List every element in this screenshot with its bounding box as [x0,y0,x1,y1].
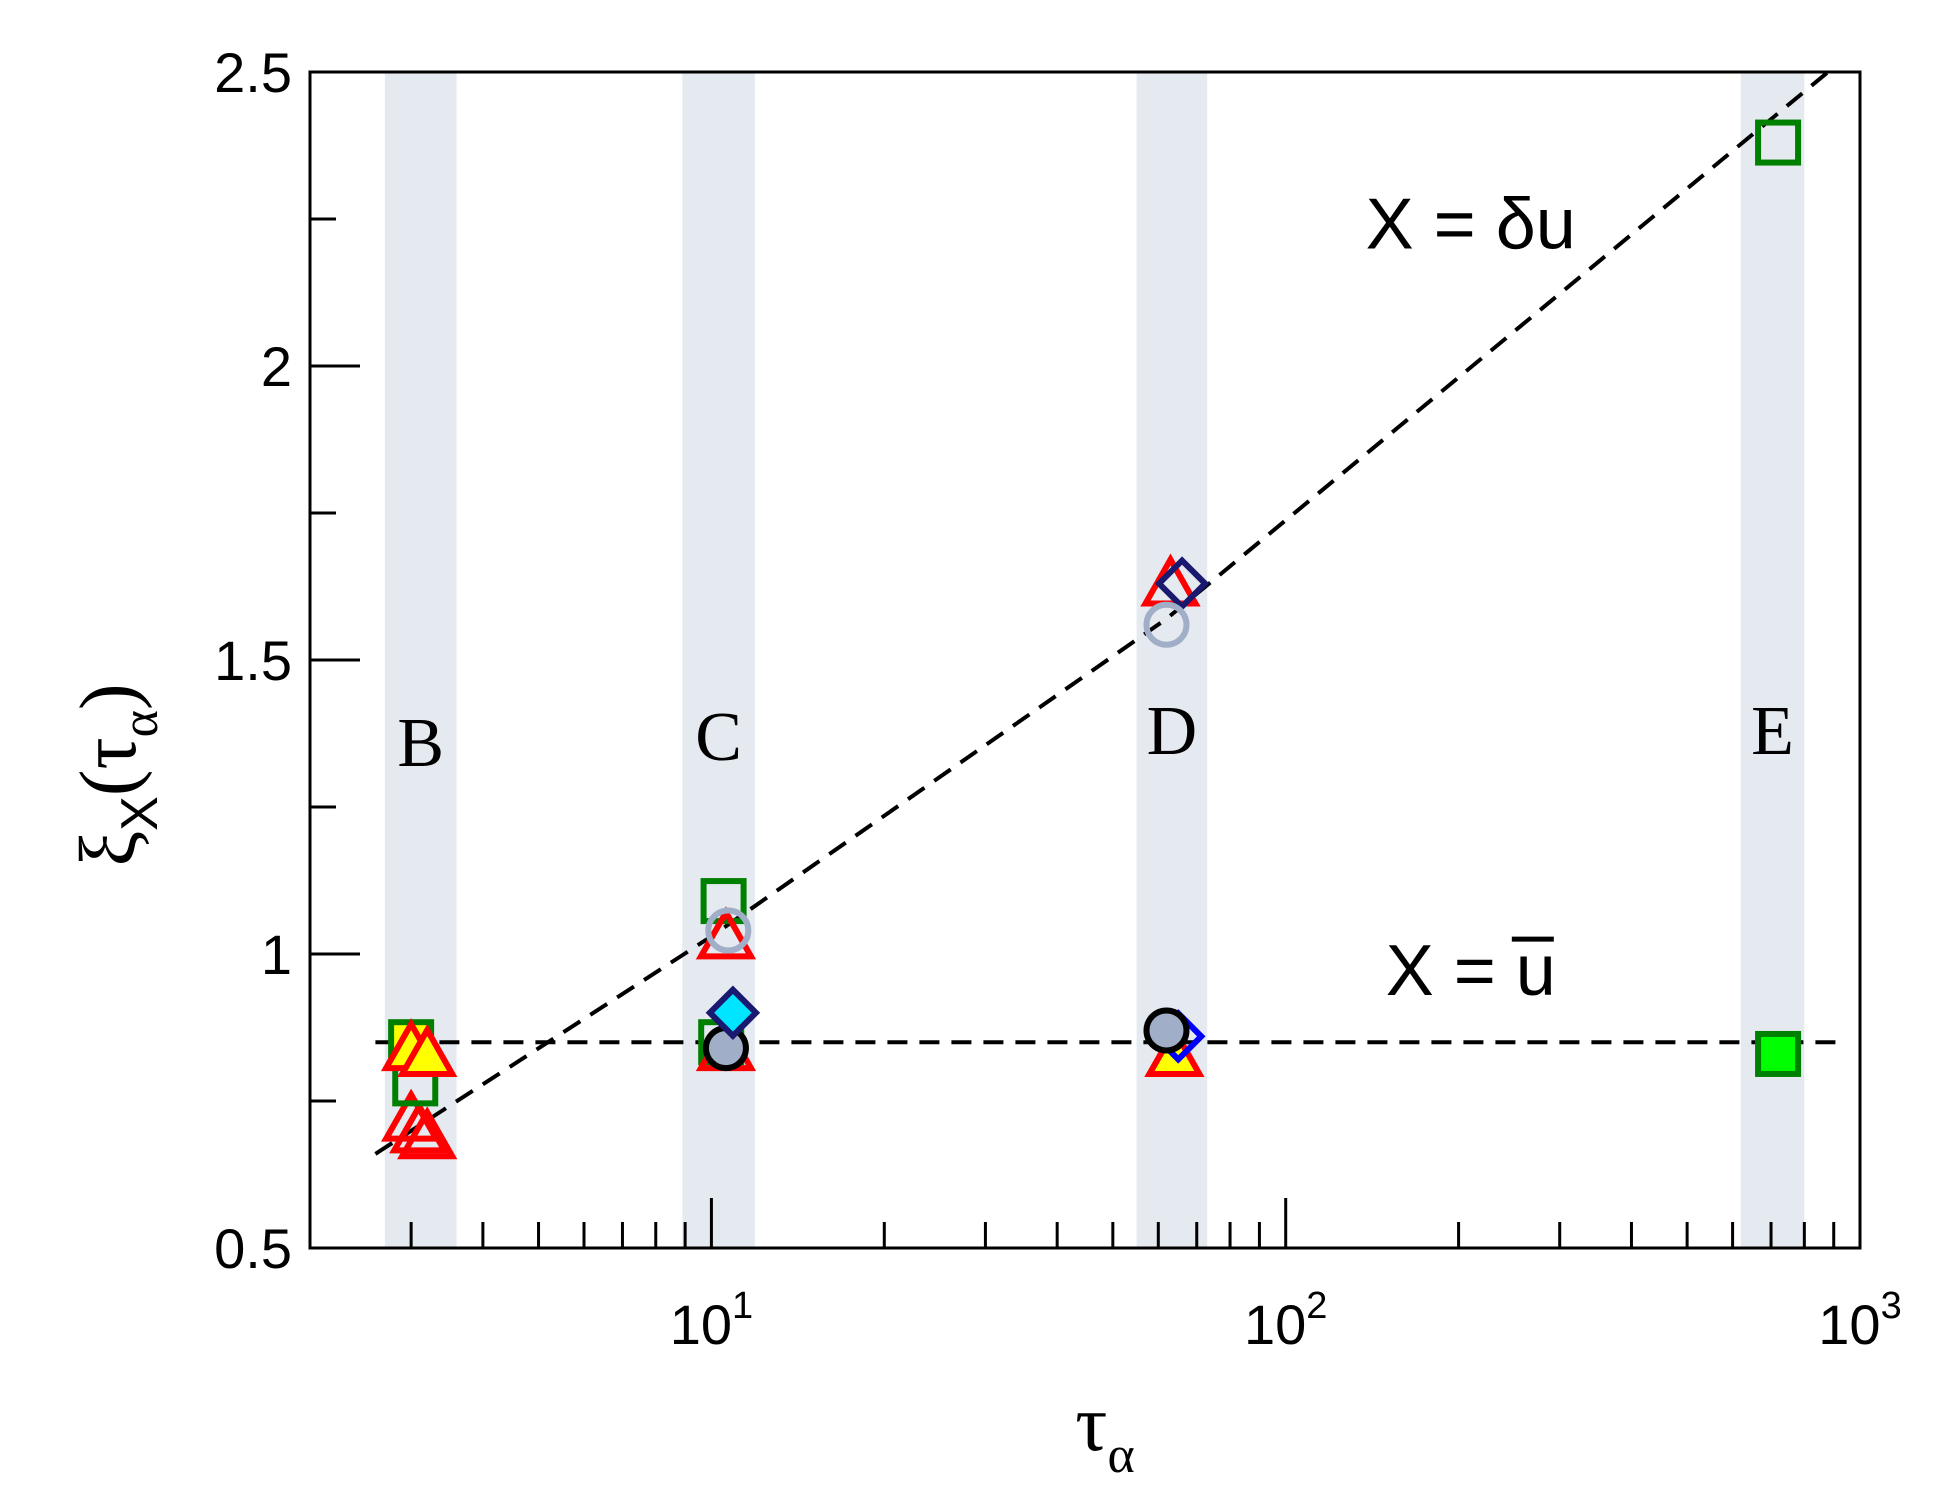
marker-triangle-9 [695,906,757,960]
x-tick-label-100: 102 [1244,1285,1327,1356]
bands-layer [384,72,1805,1248]
y-axis-title-subscript: X [111,796,169,831]
y-axis-title: ξX(τα) [65,683,169,866]
marker-diamond-14 [705,985,761,1041]
x-tick-label-base: 10 [1244,1293,1306,1356]
y-tick-label-2.5: 2.5 [214,41,292,104]
annotation-2: X = u [1386,931,1556,1011]
y-tick-label-0.5: 0.5 [214,1217,292,1280]
band-label-b: B [397,705,444,782]
marker-circle-20 [1143,1007,1190,1054]
y-axis-title-close-paren: ) [65,683,153,710]
x-axis-title: τα [1075,1380,1134,1484]
marker-triangle-2 [397,1106,458,1160]
y-axis-title-arg-subscript: α [112,710,169,737]
x-tick-label-10: 101 [670,1285,753,1356]
marker-triangle-3 [389,1100,450,1154]
y-tick-label-2: 2 [261,335,292,398]
band-c [682,72,755,1248]
marker-triangle-7 [397,1023,458,1077]
marker-square-21 [1755,119,1802,166]
lines-layer [374,70,1848,1156]
annotation-1: X = δu [1366,184,1576,264]
y-tick-label-1: 1 [261,923,292,986]
x-axis-title-symbol: τ [1075,1380,1107,1468]
x-tick-label-base: 10 [1818,1293,1880,1356]
band-label-c: C [695,699,742,776]
y-axis-title-symbol: ξ [65,831,153,867]
x-tick-label-base: 10 [670,1293,732,1356]
x-tick-label-exponent: 2 [1306,1285,1327,1327]
x-tick-label-exponent: 3 [1881,1285,1902,1327]
marker-square-22 [1755,1030,1802,1077]
band-label-d: D [1147,693,1198,770]
dashed-line-1 [374,70,1830,1156]
x-tick-label-exponent: 1 [732,1285,753,1327]
marker-circle-17 [1143,601,1190,648]
marker-circle-10 [705,907,752,954]
labels-layer: B C D E X = δu X = u [397,184,1794,1011]
y-tick-label-1.5: 1.5 [214,629,292,692]
plot-frame [308,70,1862,1250]
x-axis-title-subscript: α [1107,1427,1134,1484]
markers-layer [380,119,1802,1160]
y-axis-title-open-paren: ( [65,770,153,797]
marker-diamond-16 [1154,556,1210,611]
y-axis-title-arg: τ [65,737,153,769]
band-label-e: E [1751,693,1794,770]
marker-circle-13 [702,1025,749,1072]
x-tick-label-1000: 103 [1818,1285,1901,1356]
